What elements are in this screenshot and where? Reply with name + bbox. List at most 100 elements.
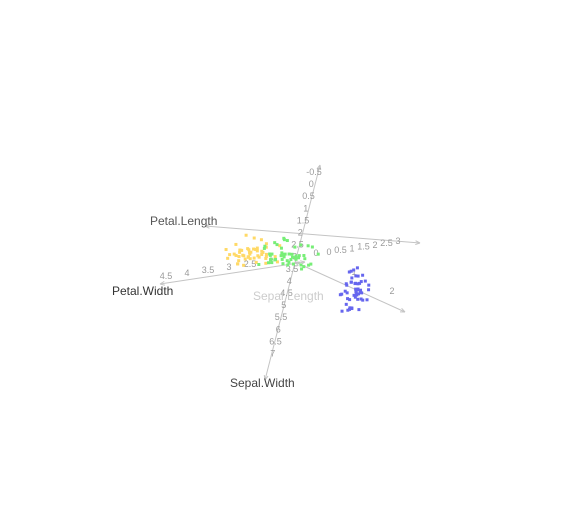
series-2-point (273, 258, 277, 262)
series-2-point (267, 261, 271, 265)
series-1-point (273, 255, 277, 259)
petal-width-axis-line (159, 261, 306, 285)
series-2-point (289, 258, 293, 262)
sepal-width-tick-label: 3.5 (286, 264, 299, 274)
sepal-width-tick-label: 2 (298, 228, 303, 238)
petal-length-tick-label: 0 (326, 247, 331, 257)
series-3-point (349, 280, 353, 284)
series-1-point (234, 242, 238, 246)
series-1-point (248, 252, 252, 256)
series-2-point (290, 255, 294, 259)
series-2-point (302, 254, 306, 258)
series-1-point (261, 250, 265, 254)
series-3-point (356, 274, 360, 278)
axis-title-sepal-length: Sepal.Length (253, 289, 324, 303)
series-2-point (290, 252, 294, 256)
series-3-point (350, 276, 354, 280)
series-3-point (356, 297, 360, 301)
series-2-point (279, 246, 283, 250)
series-1-point (243, 257, 247, 261)
series-2-point (282, 238, 286, 242)
sepal-width-axis-line (264, 164, 321, 381)
series-1-point (226, 256, 230, 260)
series-2-point (280, 251, 284, 255)
series-3-point (338, 293, 342, 297)
series-2-point (316, 252, 320, 256)
series-1-point (242, 263, 246, 267)
series-2-point (300, 267, 304, 271)
series-3-point (353, 295, 357, 299)
series-1-point (256, 254, 260, 258)
series-1-point (244, 233, 248, 237)
series-1-point (259, 238, 263, 242)
series-1-point (246, 255, 250, 259)
series-3-point (347, 307, 351, 311)
series-1-point (237, 259, 241, 263)
series-1-point (240, 248, 244, 252)
series-1-point (246, 247, 250, 251)
sepal-width-tick-label: 5 (281, 300, 286, 310)
series-3-point (367, 288, 371, 292)
series-2-point (310, 245, 314, 249)
series-3-point (359, 288, 363, 292)
series-3-point (361, 298, 365, 302)
series-1-point (278, 244, 282, 248)
series-2-point (275, 243, 279, 247)
series-2-point (285, 239, 289, 243)
sepal-width-tick-label: 4 (287, 276, 292, 286)
series-2-point (303, 257, 307, 261)
sepal-length-tick-label: 0 (313, 248, 318, 258)
sepal-width-tick-label: 4.5 (280, 288, 293, 298)
sepal-width-axis-arrowhead (263, 374, 269, 381)
series-3-point (357, 308, 361, 312)
series-1-point (260, 252, 264, 256)
petal-length-axis-arrowhead (415, 240, 421, 246)
series-3-point (356, 282, 360, 286)
series-2-point (281, 262, 285, 266)
petal-length-tick-label: 0.5 (334, 245, 347, 255)
series-1-point (254, 260, 258, 264)
series-1-point (264, 255, 268, 259)
series-1-point (248, 257, 252, 261)
series-2-point (262, 246, 266, 250)
points-layer (224, 233, 371, 313)
series-3-point (358, 281, 362, 285)
series-3-point (367, 283, 371, 287)
series-1-point (242, 254, 246, 258)
sepal-width-axis-arrowhead (316, 164, 322, 171)
series-2-point (297, 256, 301, 260)
series-1-point (275, 260, 279, 264)
series-1-point (224, 248, 228, 252)
petal-width-tick-label: 3 (226, 262, 231, 272)
petal-length-tick-label: 2.5 (380, 238, 393, 248)
series-2-point (269, 257, 273, 261)
series-2-point (270, 261, 274, 265)
series-3-point (360, 291, 364, 295)
sepal-length-axis-arrowhead (294, 261, 301, 267)
series-2-point (306, 244, 310, 248)
series-3-point (352, 293, 356, 297)
series-1-point (264, 261, 268, 265)
petal-width-tick-label: 4 (184, 268, 189, 278)
series-1-point (234, 253, 238, 257)
series-3-point (345, 283, 349, 287)
series-3-point (346, 308, 350, 312)
sepal-width-tick-label: 2.5 (291, 240, 304, 250)
series-2-point (257, 263, 261, 267)
series-2-point (293, 245, 297, 249)
series-3-point (348, 306, 352, 310)
sepal-width-tick-label: 6 (276, 324, 281, 334)
petal-length-tick-label: 1.5 (357, 242, 370, 252)
series-3-point (365, 298, 369, 302)
series-3-point (361, 273, 365, 277)
sepal-width-tick-label: 0 (309, 179, 314, 189)
series-3-point (352, 268, 356, 272)
petal-length-tick-label: 2 (372, 240, 377, 250)
sepal-width-tick-label: 1 (303, 203, 308, 213)
series-3-point (355, 266, 359, 270)
series-1-point (238, 250, 242, 254)
axis-title-sepal-width: Sepal.Width (230, 376, 295, 390)
petal-length-tick-label: 1 (349, 243, 354, 253)
series-3-point (356, 288, 360, 292)
